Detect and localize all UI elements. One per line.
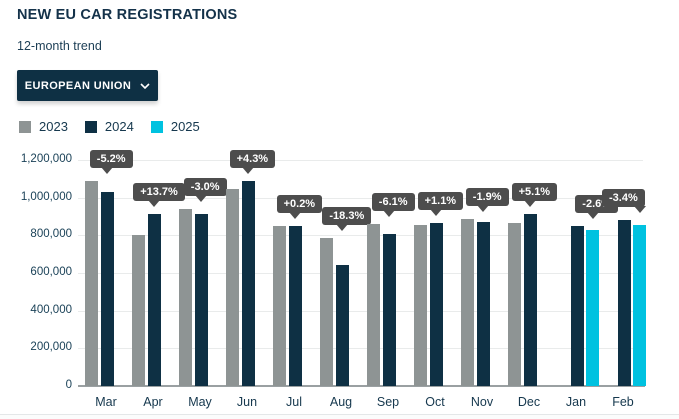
y-axis-tick-label: 800,000: [30, 228, 72, 241]
tooltip-pointer: [148, 199, 160, 207]
x-axis-month-label: Nov: [470, 395, 494, 409]
legend-label-2025: 2025: [170, 119, 200, 134]
bar-2024-nov[interactable]: [476, 222, 490, 386]
bottom-divider: [0, 414, 679, 415]
legend-item-2023: 2023: [19, 119, 68, 134]
tooltip-pointer: [430, 208, 442, 216]
page-title: NEW EU CAR REGISTRATIONS: [17, 7, 238, 23]
tooltip-pointer: [195, 195, 207, 203]
x-axis-month-label: Jun: [236, 395, 258, 409]
bar-2024-mar[interactable]: [100, 191, 114, 386]
legend-item-2024: 2024: [84, 119, 134, 134]
change-tooltip: +1.1%: [417, 191, 464, 210]
x-axis-month-label: Jul: [286, 395, 302, 409]
page-edge: [0, 415, 679, 419]
bar-2023-aug[interactable]: [320, 237, 333, 386]
change-tooltip: +5.1%: [511, 183, 558, 202]
chevron-down-icon: [140, 82, 150, 89]
y-axis-tick-label: 1,200,000: [20, 153, 72, 165]
gridline: [78, 310, 643, 312]
bar-2023-may[interactable]: [179, 209, 192, 386]
legend-swatch-2023: [19, 120, 31, 133]
x-axis-month-label: Oct: [425, 395, 445, 409]
bar-2023-sep[interactable]: [367, 223, 380, 386]
gridline: [78, 235, 643, 237]
bar-2024-jul[interactable]: [288, 225, 302, 386]
tooltip-pointer: [101, 167, 113, 175]
bar-2023-mar[interactable]: [85, 181, 98, 386]
tooltip-pointer: [477, 204, 489, 212]
bar-2023-jun[interactable]: [226, 189, 239, 386]
y-axis-tick-label: 400,000: [30, 303, 72, 316]
bar-2024-may[interactable]: [194, 214, 208, 386]
x-axis-month-label: Mar: [95, 395, 117, 409]
gridline: [78, 273, 643, 274]
bar-2023-nov[interactable]: [461, 218, 474, 386]
y-axis-tick-label: 0: [65, 379, 72, 391]
x-axis-month-label: Feb: [612, 395, 634, 409]
y-axis-tick-label: 600,000: [30, 266, 72, 278]
bar-2023-jul[interactable]: [273, 225, 286, 386]
x-axis-month-label: May: [188, 395, 212, 409]
change-tooltip: +0.2%: [276, 194, 323, 213]
change-tooltip: +4.3%: [229, 149, 276, 168]
bar-2024-aug[interactable]: [335, 264, 349, 386]
bar-2023-oct[interactable]: [414, 224, 427, 386]
bar-2024-feb[interactable]: [617, 219, 631, 386]
bar-2024-jan[interactable]: [570, 225, 584, 386]
gridline: [78, 160, 643, 161]
change-tooltip: -3.0%: [183, 178, 227, 197]
bar-2023-apr[interactable]: [132, 234, 145, 386]
region-dropdown[interactable]: EUROPEAN UNION: [17, 70, 158, 101]
gridline: [78, 348, 643, 350]
legend-swatch-2024: [84, 120, 97, 133]
change-tooltip: -3.4%: [602, 188, 645, 207]
page-subtitle: 12-month trend: [17, 39, 102, 53]
region-dropdown-label: EUROPEAN UNION: [24, 79, 132, 92]
change-tooltip: +13.7%: [133, 182, 185, 201]
change-tooltip: -1.9%: [465, 187, 509, 206]
x-axis-line: [78, 385, 645, 387]
tooltip-pointer: [524, 200, 536, 208]
bar-2024-dec[interactable]: [523, 214, 537, 386]
y-axis-tick-label: 1,000,000: [20, 190, 72, 203]
bar-2024-sep[interactable]: [382, 233, 396, 386]
tooltip-pointer: [633, 205, 646, 213]
bar-2024-apr[interactable]: [147, 213, 161, 386]
bar-2025-jan[interactable]: [586, 229, 599, 386]
x-axis-month-label: Apr: [143, 395, 163, 409]
tooltip-pointer: [242, 166, 254, 174]
x-axis-month-label: Dec: [517, 395, 541, 409]
gridline: [78, 197, 643, 199]
legend-label-2023: 2023: [39, 119, 68, 134]
change-tooltip: -18.3%: [322, 206, 372, 225]
change-tooltip: -6.1%: [371, 192, 415, 211]
bar-2023-dec[interactable]: [508, 222, 521, 386]
x-axis-month-label: Sep: [376, 395, 400, 409]
x-axis-month-label: Jan: [565, 395, 587, 409]
legend-label-2024: 2024: [104, 119, 134, 134]
legend-swatch-2025: [150, 120, 163, 133]
change-tooltip: -5.2%: [89, 150, 133, 169]
tooltip-pointer: [383, 209, 395, 217]
x-axis-month-label: Aug: [329, 395, 353, 409]
tooltip-pointer: [289, 211, 301, 219]
tooltip-pointer: [336, 223, 348, 231]
legend-item-2025: 2025: [150, 119, 200, 134]
bar-2025-feb[interactable]: [633, 225, 646, 386]
bar-2024-jun[interactable]: [241, 180, 255, 386]
y-axis-tick-label: 200,000: [30, 341, 72, 354]
bar-2024-oct[interactable]: [429, 222, 443, 386]
chart-legend: 2023 2024 2025: [19, 119, 200, 134]
tooltip-pointer: [586, 211, 599, 219]
